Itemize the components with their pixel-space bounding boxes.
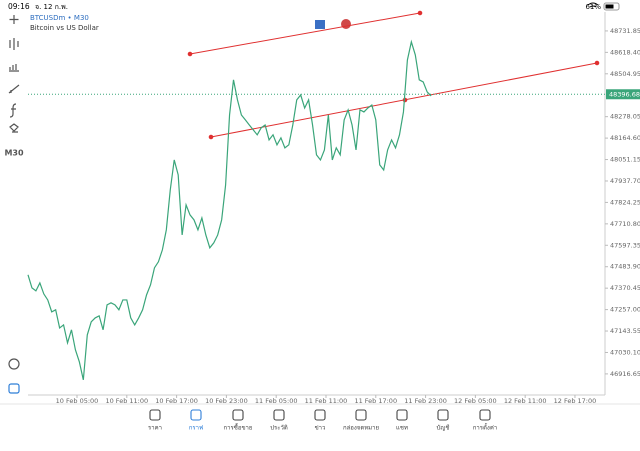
nav-icon[interactable] <box>479 409 491 421</box>
battery-level: 61% <box>585 3 601 11</box>
x-tick-label: 12 Feb 05:00 <box>454 397 497 405</box>
nav-icon[interactable] <box>437 409 449 421</box>
nav-icon[interactable] <box>355 409 367 421</box>
x-tick-label: 10 Feb 11:00 <box>105 397 148 405</box>
nav-label[interactable]: การซื้อขาย <box>224 422 253 432</box>
chart-type-tool[interactable] <box>9 38 19 50</box>
nav-label[interactable]: การตั้งค่า <box>473 422 497 432</box>
objects-tool[interactable] <box>9 123 19 133</box>
function-tool[interactable] <box>9 103 17 118</box>
nav-label[interactable]: ประวัติ <box>270 425 288 432</box>
x-tick-label: 11 Feb 05:00 <box>255 397 298 405</box>
trade-tool[interactable] <box>8 383 20 394</box>
indicators-tool[interactable] <box>9 64 19 72</box>
y-tick-label: 47597.35 <box>610 241 640 249</box>
nav-icon[interactable] <box>190 409 202 421</box>
nav-label[interactable]: กล่องจดหมาย <box>343 425 379 432</box>
buy-sell-icon[interactable] <box>315 20 325 29</box>
trendline-point <box>594 60 600 66</box>
x-tick-label: 12 Feb 17:00 <box>554 397 597 405</box>
trendline-point <box>187 51 193 57</box>
y-tick-label: 48278.05 <box>610 113 640 121</box>
y-tick-label: 47937.70 <box>610 177 640 185</box>
symbol-description: Bitcoin vs US Dollar <box>30 24 99 32</box>
x-tick-label: 10 Feb 05:00 <box>56 397 99 405</box>
nav-icon[interactable] <box>149 409 161 421</box>
timeframe-button[interactable]: M30 <box>4 149 24 158</box>
event-icon[interactable] <box>341 19 351 29</box>
nav-label[interactable]: ราคา <box>148 425 162 432</box>
status-date: จ. 12 ก.พ. <box>35 3 68 11</box>
nav-icon[interactable] <box>273 409 285 421</box>
y-tick-label: 47370.45 <box>610 284 640 292</box>
price-line <box>27 39 432 381</box>
symbol-title: BTCUSDm • M30 <box>30 14 89 22</box>
x-tick-label: 10 Feb 23:00 <box>205 397 248 405</box>
nav-icon[interactable] <box>232 409 244 421</box>
crosshair-tool[interactable] <box>9 15 19 24</box>
y-tick-label: 48504.95 <box>610 70 640 78</box>
y-tick-label: 48618.40 <box>610 48 640 56</box>
y-tick-label: 48164.60 <box>610 134 640 142</box>
trendline <box>189 12 421 55</box>
search-tool[interactable] <box>8 358 20 370</box>
y-tick-label: 47824.25 <box>610 198 640 206</box>
nav-label[interactable]: แชท <box>396 425 408 432</box>
nav-label[interactable]: บัญชี <box>437 424 450 432</box>
y-tick-label: 48731.85 <box>610 27 640 35</box>
y-tick-label: 48051.15 <box>610 156 640 164</box>
x-tick-label: 10 Feb 17:00 <box>155 397 198 405</box>
x-tick-label: 11 Feb 23:00 <box>404 397 447 405</box>
nav-icon[interactable] <box>396 409 408 421</box>
nav-label[interactable]: กราฟ <box>189 425 203 432</box>
y-tick-label: 47483.90 <box>610 263 640 271</box>
y-tick-label: 47030.10 <box>610 348 640 356</box>
y-tick-label: 46916.65 <box>610 370 640 378</box>
x-tick-label: 12 Feb 11:00 <box>504 397 547 405</box>
line-tool[interactable] <box>8 84 20 94</box>
y-tick-label: 47143.55 <box>610 327 640 335</box>
trendline-point <box>417 10 423 16</box>
nav-icon[interactable] <box>314 409 326 421</box>
x-tick-label: 11 Feb 11:00 <box>305 397 348 405</box>
status-time: 09:16 <box>8 2 30 11</box>
nav-label[interactable]: ข่าว <box>315 425 326 432</box>
wifi-icon <box>587 2 599 8</box>
battery-icon <box>603 2 620 11</box>
current-price-label: 48396.68 <box>609 90 640 98</box>
current-price-box <box>606 89 640 100</box>
trendline-point <box>208 134 214 140</box>
y-tick-label: 47710.80 <box>610 220 640 228</box>
y-tick-label: 47257.00 <box>610 306 640 314</box>
x-tick-label: 11 Feb 17:00 <box>354 397 397 405</box>
